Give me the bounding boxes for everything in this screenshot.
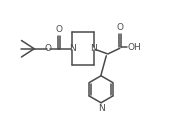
Text: OH: OH xyxy=(128,43,141,52)
Text: O: O xyxy=(45,44,52,53)
Text: N: N xyxy=(90,44,97,53)
Text: O: O xyxy=(55,25,63,34)
Text: N: N xyxy=(98,104,104,113)
Text: O: O xyxy=(116,23,123,32)
Text: N: N xyxy=(69,44,76,53)
